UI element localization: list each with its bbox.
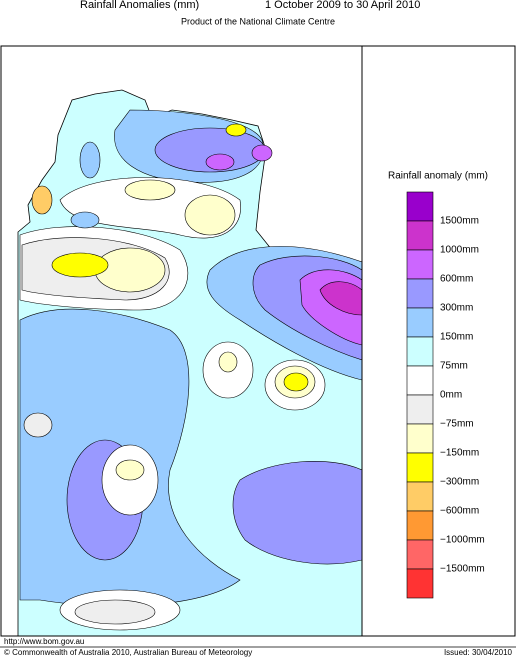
subtitle: Product of the National Climate Centre <box>181 16 335 26</box>
legend-swatch <box>406 365 434 396</box>
map <box>17 89 362 636</box>
island <box>225 123 247 137</box>
island <box>31 185 53 215</box>
legend-swatch <box>406 336 434 367</box>
issued: Issued: 30/04/2010 <box>444 648 513 657</box>
legend-label: 150mm <box>440 332 473 343</box>
title: Rainfall Anomalies (mm) <box>80 0 199 11</box>
anomaly-1000 <box>319 281 362 316</box>
legend-swatch <box>406 568 434 599</box>
legend-label: 1000mm <box>440 245 479 256</box>
legend-label: −600mm <box>440 506 479 517</box>
anomaly-300 <box>232 461 362 565</box>
legend-label: −75mm <box>440 419 474 430</box>
legend-label: 0mm <box>440 390 462 401</box>
anomaly-150 <box>70 211 100 229</box>
anomaly-neg75 <box>115 459 145 481</box>
legend-frame <box>361 45 516 637</box>
anomaly-neg75 <box>124 179 176 201</box>
legend-swatch <box>406 423 434 454</box>
island <box>79 141 101 179</box>
legend-swatch <box>406 249 434 280</box>
legend-swatch <box>406 510 434 541</box>
legend-label: 300mm <box>440 303 473 314</box>
legend-label: −300mm <box>440 477 479 488</box>
anomaly-neg75 <box>23 412 53 438</box>
anomaly-neg150 <box>283 372 309 392</box>
legend-label: −150mm <box>440 448 479 459</box>
legend-label: 75mm <box>440 361 468 372</box>
legend-swatch <box>406 452 434 483</box>
legend-swatch <box>406 539 434 570</box>
legend-swatch <box>406 307 434 338</box>
legend-label: 1500mm <box>440 216 479 227</box>
copyright: © Commonwealth of Australia 2010, Austra… <box>4 648 252 657</box>
legend-label: 600mm <box>440 274 473 285</box>
anomaly-600 <box>205 153 235 171</box>
legend-swatch <box>406 394 434 425</box>
legend-swatch <box>406 481 434 512</box>
anomaly-600 <box>251 144 273 162</box>
url: http://www.bom.gov.au <box>4 637 84 646</box>
legend-label: −1000mm <box>440 535 485 546</box>
legend: 1500mm 1000mm 600mm 300mm 150mm 75mm 0mm −75mm −… <box>406 191 485 599</box>
legend-label: −1500mm <box>440 564 485 575</box>
legend-swatch <box>406 191 434 222</box>
legend-title: Rainfall anomaly (mm) <box>388 171 488 182</box>
anomaly-neg75 <box>218 351 238 373</box>
period: 1 October 2009 to 30 April 2010 <box>265 0 420 11</box>
anomaly-neg75 <box>74 599 156 625</box>
anomaly-neg75 <box>184 194 236 236</box>
anomaly-neg300 <box>51 252 109 278</box>
legend-swatch <box>406 220 434 251</box>
legend-swatch <box>406 278 434 309</box>
